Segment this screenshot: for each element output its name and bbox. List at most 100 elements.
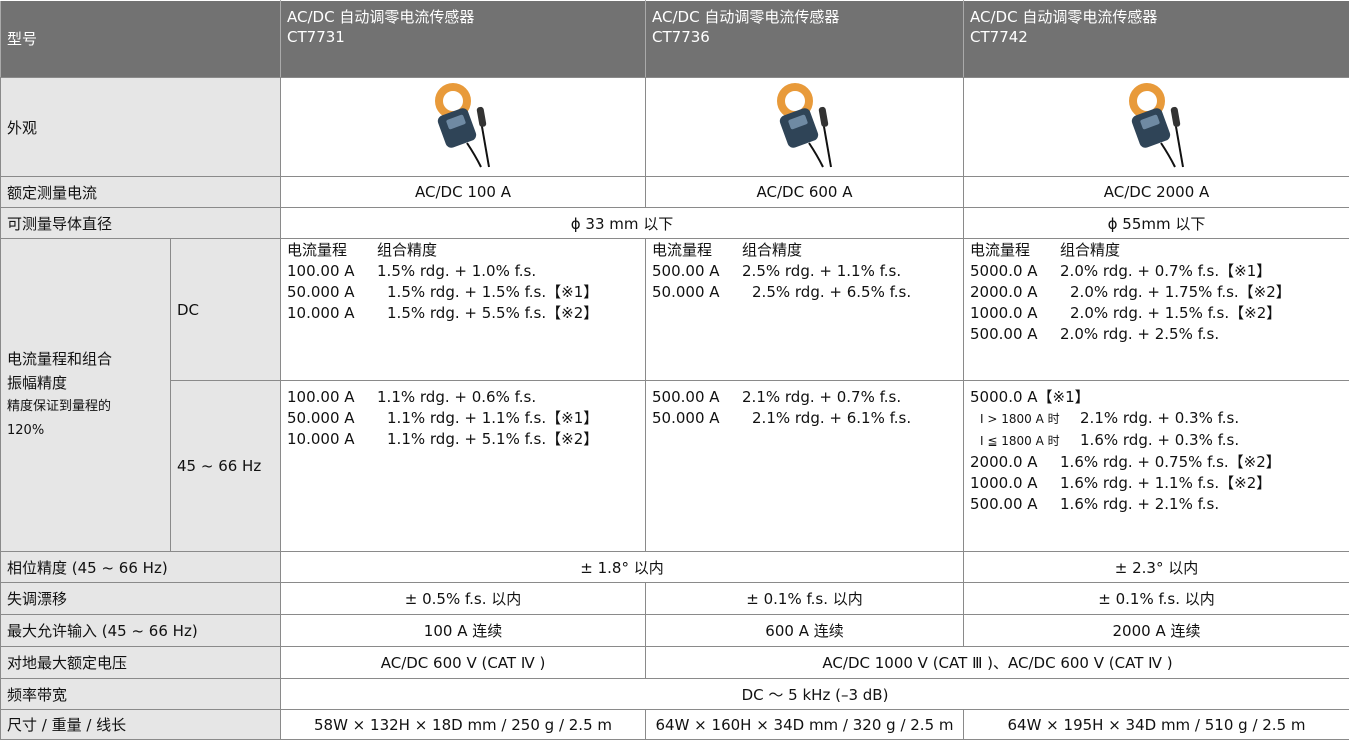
model-name: AC/DC 自动调零电流传感器	[652, 7, 957, 27]
photo	[964, 78, 1349, 177]
row-label: 相位精度 (45 ~ 66 Hz)	[1, 552, 281, 583]
note-line: 120%	[7, 419, 164, 443]
accuracy: 2.0% rdg. + 1.75% f.s.【※2】	[1070, 283, 1291, 301]
photo	[281, 78, 646, 177]
clamp-icon	[423, 81, 503, 169]
row-label: 额定测量电流	[1, 177, 281, 208]
model-code: CT7731	[287, 27, 639, 47]
range: 1000.0 A	[970, 473, 1060, 494]
model-name: AC/DC 自动调零电流传感器	[970, 7, 1343, 27]
cell: 100 A 连续	[281, 615, 646, 647]
drift-row: 失调漂移 ± 0.5% f.s. 以内 ± 0.1% f.s. 以内 ± 0.1…	[1, 583, 1349, 615]
accuracy-heading: 组合精度	[742, 241, 802, 259]
clamp-icon	[1117, 81, 1197, 169]
accuracy-heading: 组合精度	[1060, 241, 1120, 259]
range: 50.000 A	[287, 408, 387, 429]
rated-current-row: 额定测量电流 AC/DC 100 A AC/DC 600 A AC/DC 200…	[1, 177, 1349, 208]
icon-part	[1161, 143, 1175, 167]
cell: AC/DC 2000 A	[964, 177, 1349, 208]
range: I > 1800 A 时	[970, 409, 1080, 430]
cell: 64W × 160H × 34D mm / 320 g / 2.5 m	[646, 710, 964, 740]
cell: ± 2.3° 以内	[964, 552, 1349, 583]
cell: ϕ 55mm 以下	[964, 208, 1349, 239]
cell: AC/DC 600 V (CAT Ⅳ )	[281, 647, 646, 679]
label-line: 振幅精度	[7, 371, 164, 395]
accuracy: 1.5% rdg. + 1.5% f.s.【※1】	[387, 283, 598, 301]
accuracy: 1.6% rdg. + 1.1% f.s.【※2】	[1060, 474, 1271, 492]
accuracy: 2.0% rdg. + 1.5% f.s.【※2】	[1070, 304, 1281, 322]
accuracy: 2.0% rdg. + 0.7% f.s.【※1】	[1060, 262, 1271, 280]
range: 100.00 A	[287, 261, 377, 282]
icon-part	[809, 143, 823, 167]
accuracy: 2.1% rdg. + 0.3% f.s.	[1080, 409, 1239, 427]
range: 50.000 A	[652, 282, 752, 303]
note-line: 精度保证到量程的	[7, 395, 164, 419]
range: 500.00 A	[652, 387, 742, 408]
header-row: 型号 AC/DC 自动调零电流传感器 CT7731 AC/DC 自动调零电流传感器…	[1, 1, 1349, 78]
header-label: 型号	[1, 1, 281, 78]
line: 5000.0 A【※1】	[970, 387, 1343, 408]
accuracy: 2.1% rdg. + 6.1% f.s.	[752, 409, 911, 427]
bandwidth-row: 频率带宽 DC ～ 5 kHz (–3 dB)	[1, 679, 1349, 710]
accuracy: 1.6% rdg. + 0.3% f.s.	[1080, 431, 1239, 449]
sub-label: 45 ~ 66 Hz	[171, 381, 281, 552]
row-label: 可测量导体直径	[1, 208, 281, 239]
row-label: 电流量程和组合 振幅精度 精度保证到量程的 120%	[1, 239, 171, 552]
range: 5000.0 A	[970, 261, 1060, 282]
row-label: 外观	[1, 78, 281, 177]
icon-part	[481, 121, 489, 167]
cell: 2000 A 连续	[964, 615, 1349, 647]
clamp-icon	[765, 81, 845, 169]
cell: 58W × 132H × 18D mm / 250 g / 2.5 m	[281, 710, 646, 740]
range-heading: 电流量程	[970, 240, 1060, 261]
cell: AC/DC 600 A	[646, 177, 964, 208]
range: 1000.0 A	[970, 303, 1070, 324]
accuracy: 2.0% rdg. + 2.5% f.s.	[1060, 325, 1219, 343]
row-label: 最大允许输入 (45 ~ 66 Hz)	[1, 615, 281, 647]
range: 2000.0 A	[970, 452, 1060, 473]
range: 100.00 A	[287, 387, 377, 408]
accuracy: 1.6% rdg. + 2.1% f.s.	[1060, 495, 1219, 513]
phase-row: 相位精度 (45 ~ 66 Hz) ± 1.8° 以内 ± 2.3° 以内	[1, 552, 1349, 583]
cell: ± 0.5% f.s. 以内	[281, 583, 646, 615]
range: 500.00 A	[970, 324, 1060, 345]
appearance-row: 外观	[1, 78, 1349, 177]
range: 2000.0 A	[970, 282, 1070, 303]
range: 500.00 A	[970, 494, 1060, 515]
accuracy: 1.1% rdg. + 1.1% f.s.【※1】	[387, 409, 598, 427]
cell: DC ～ 5 kHz (–3 dB)	[281, 679, 1349, 710]
cell: AC/DC 1000 V (CAT Ⅲ )、AC/DC 600 V (CAT Ⅳ…	[646, 647, 1349, 679]
heading: 电流量程组合精度	[970, 240, 1343, 261]
sub-label: DC	[171, 239, 281, 381]
accuracy: 2.1% rdg. + 0.7% f.s.	[742, 388, 901, 406]
accuracy: 1.5% rdg. + 1.0% f.s.	[377, 262, 536, 280]
range: 50.000 A	[652, 408, 752, 429]
accuracy: 2.5% rdg. + 1.1% f.s.	[742, 262, 901, 280]
label-line: 电流量程和组合	[7, 347, 164, 371]
cell: 64W × 195H × 34D mm / 510 g / 2.5 m	[964, 710, 1349, 740]
